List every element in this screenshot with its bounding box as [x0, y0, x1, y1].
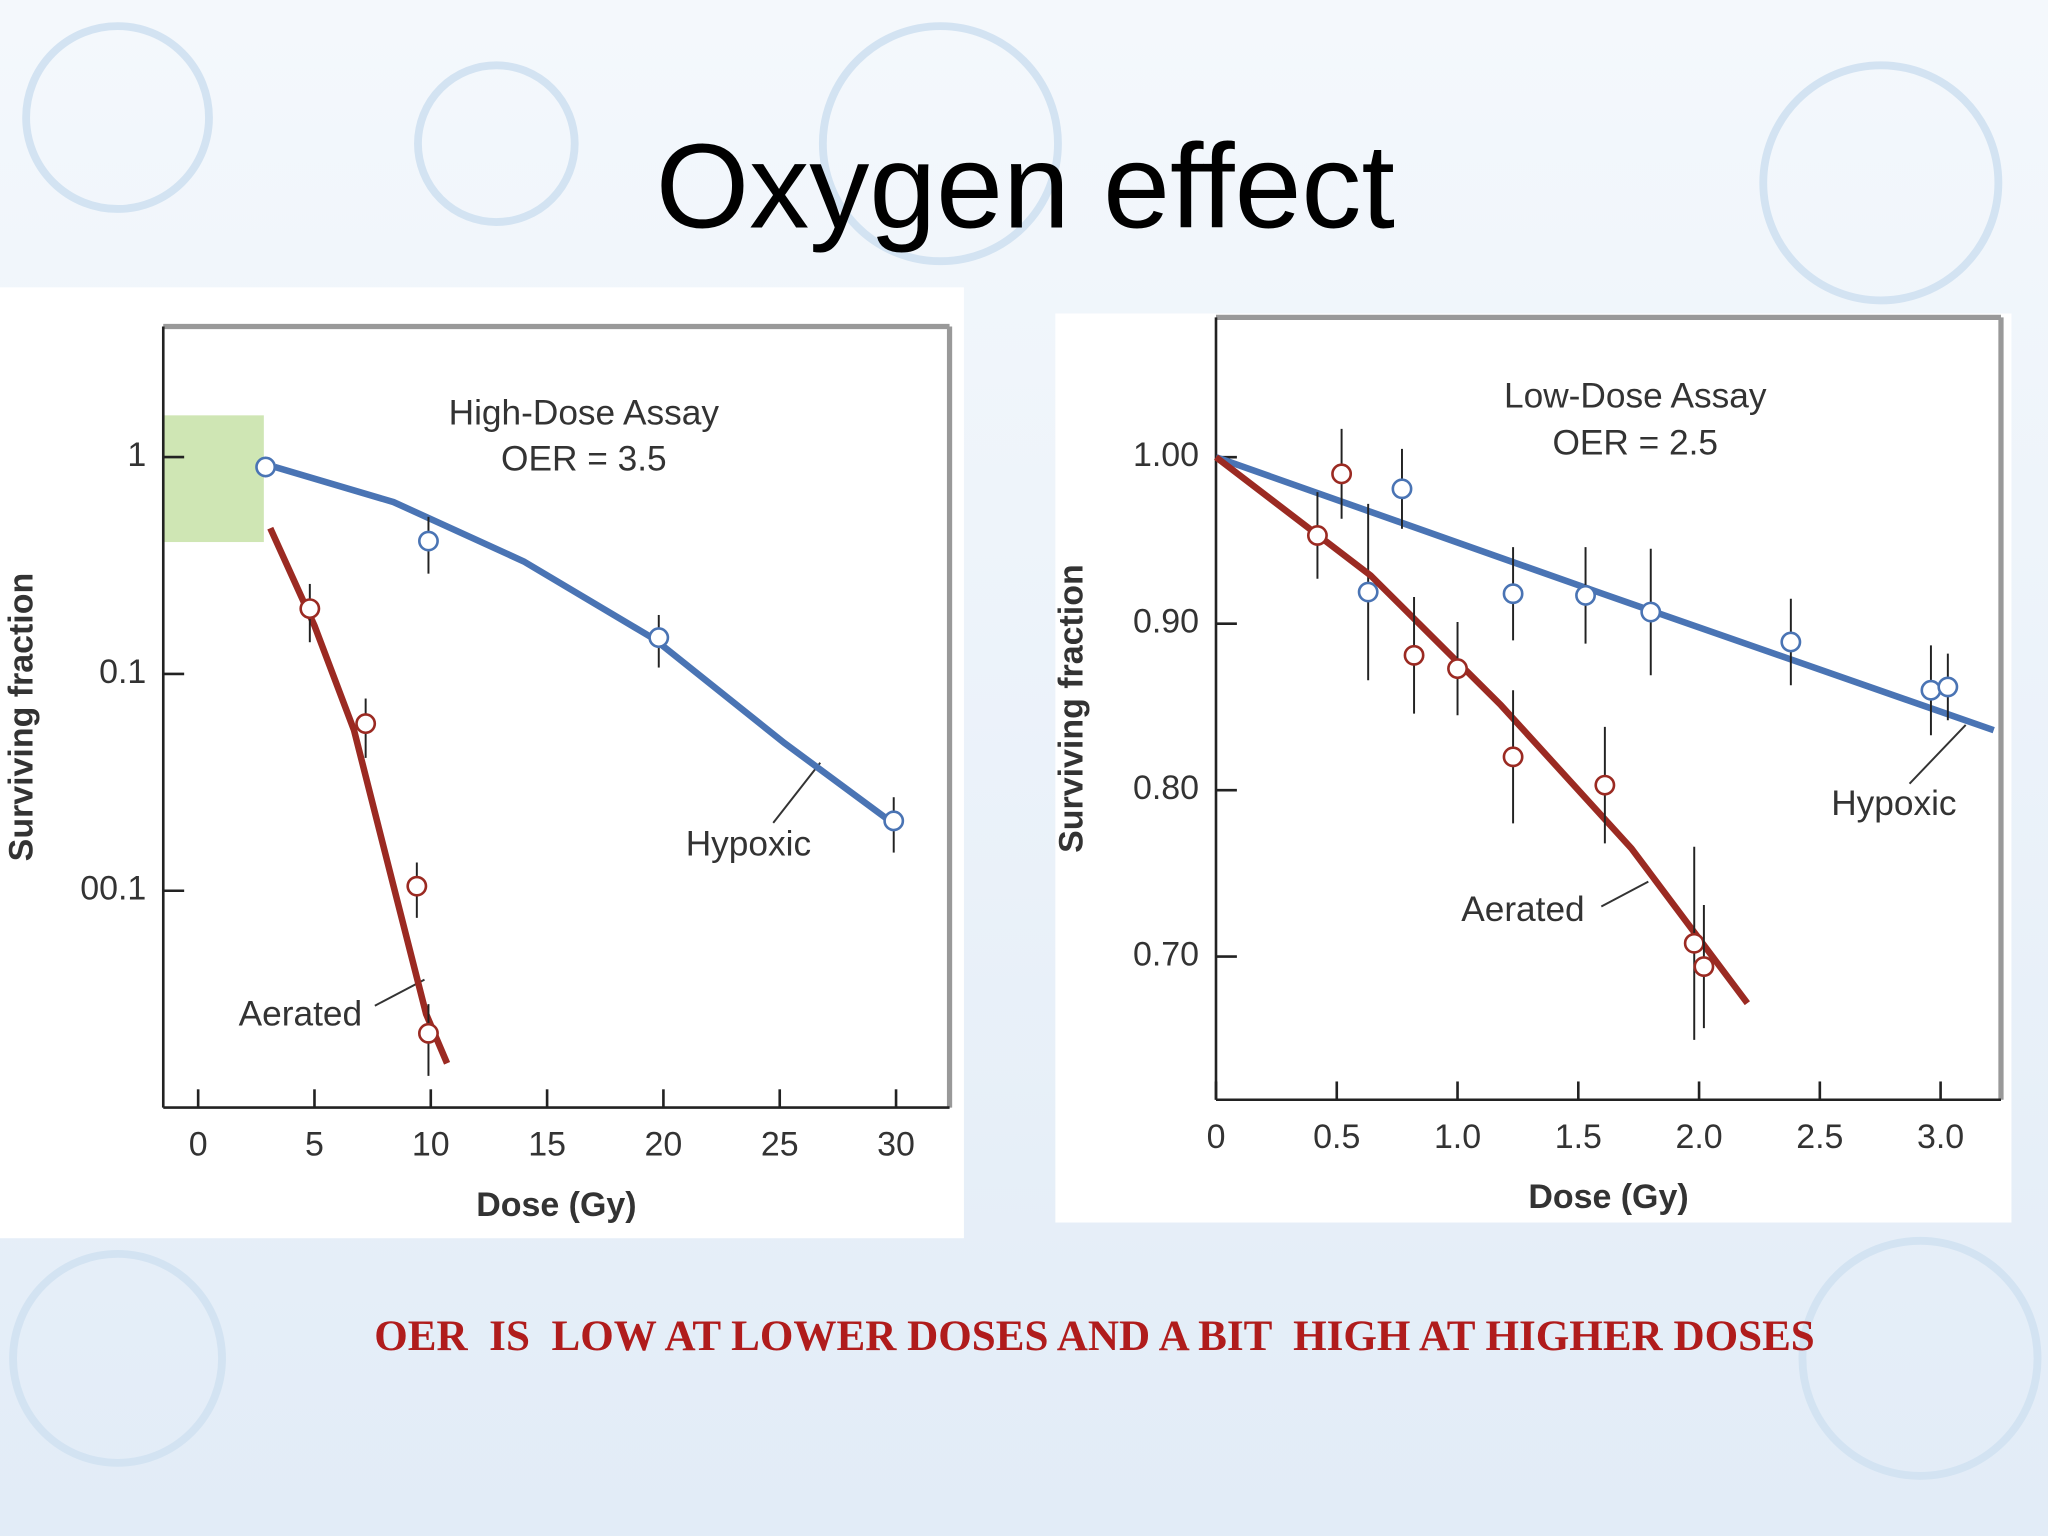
series-label: Aerated: [239, 994, 362, 1033]
x-tick-label: 15: [528, 1126, 566, 1164]
data-point: [1447, 658, 1468, 680]
x-tick-label: 25: [761, 1126, 799, 1164]
data-point: [1357, 581, 1379, 603]
y-tick-label: 0.1: [99, 653, 146, 691]
data-point: [1683, 932, 1705, 954]
data-point: [1331, 463, 1353, 485]
x-tick-label: 0: [189, 1126, 208, 1164]
series-label: Aerated: [1461, 890, 1584, 929]
slide-title: Oxygen effect: [656, 120, 1395, 254]
data-point: [299, 598, 321, 620]
chart-title: Low-Dose Assay: [1504, 377, 1767, 416]
data-point: [648, 627, 670, 649]
x-axis-label: Dose (Gy): [1528, 1178, 1688, 1216]
fit-curve: [274, 463, 898, 829]
chart-title: High-Dose Assay: [449, 394, 720, 433]
data-point: [1502, 583, 1524, 605]
x-tick-label: 20: [645, 1126, 683, 1164]
fit-curve: [1214, 454, 1995, 734]
data-point: [418, 1022, 439, 1044]
chart-subtitle: OER = 3.5: [501, 439, 667, 478]
data-point: [1594, 774, 1616, 796]
x-tick-label: 3.0: [1917, 1118, 1964, 1156]
y-tick-label: 0.90: [1133, 603, 1199, 641]
x-tick-label: 10: [412, 1126, 450, 1164]
data-point: [1920, 679, 1942, 701]
data-point: [418, 530, 439, 552]
y-tick-label: 1.00: [1133, 436, 1199, 474]
x-axis-label: Dose (Gy): [476, 1186, 636, 1224]
data-point: [1575, 584, 1596, 606]
data-point: [1391, 478, 1413, 500]
x-tick-label: 2.5: [1796, 1118, 1843, 1156]
data-point: [1780, 631, 1802, 653]
x-tick-label: 0.5: [1313, 1118, 1360, 1156]
y-tick-label: 0.80: [1133, 769, 1199, 807]
series-label: Hypoxic: [1831, 784, 1956, 823]
series-label: Hypoxic: [686, 825, 811, 864]
data-point: [1693, 956, 1715, 978]
highlight-box: [163, 415, 264, 543]
x-tick-label: 30: [877, 1126, 915, 1164]
caption: OER IS LOW AT LOWER DOSES AND A BIT HIGH…: [374, 1313, 1815, 1360]
data-point: [1502, 746, 1524, 768]
y-tick-label: 1: [127, 436, 146, 474]
x-tick-label: 1.5: [1555, 1118, 1602, 1156]
x-tick-label: 2.0: [1675, 1118, 1722, 1156]
data-point: [1403, 644, 1425, 666]
y-tick-label: 0.70: [1133, 936, 1199, 974]
data-point: [1306, 525, 1328, 546]
data-point: [355, 713, 377, 735]
y-tick-label: 00.1: [80, 870, 146, 908]
y-axis-label: Surviving fraction: [2, 573, 40, 862]
x-tick-label: 5: [305, 1126, 324, 1164]
data-point: [1937, 676, 1959, 698]
data-point: [883, 810, 905, 832]
chart-panel: [0, 287, 964, 1239]
bubbles: [9, 22, 2042, 1480]
chart-subtitle: OER = 2.5: [1552, 424, 1718, 463]
data-point: [406, 875, 428, 897]
y-axis-label: Surviving fraction: [1053, 564, 1091, 853]
x-tick-label: 0: [1207, 1118, 1226, 1156]
x-tick-label: 1.0: [1434, 1118, 1481, 1156]
data-point: [255, 456, 277, 478]
data-point: [1640, 601, 1662, 623]
